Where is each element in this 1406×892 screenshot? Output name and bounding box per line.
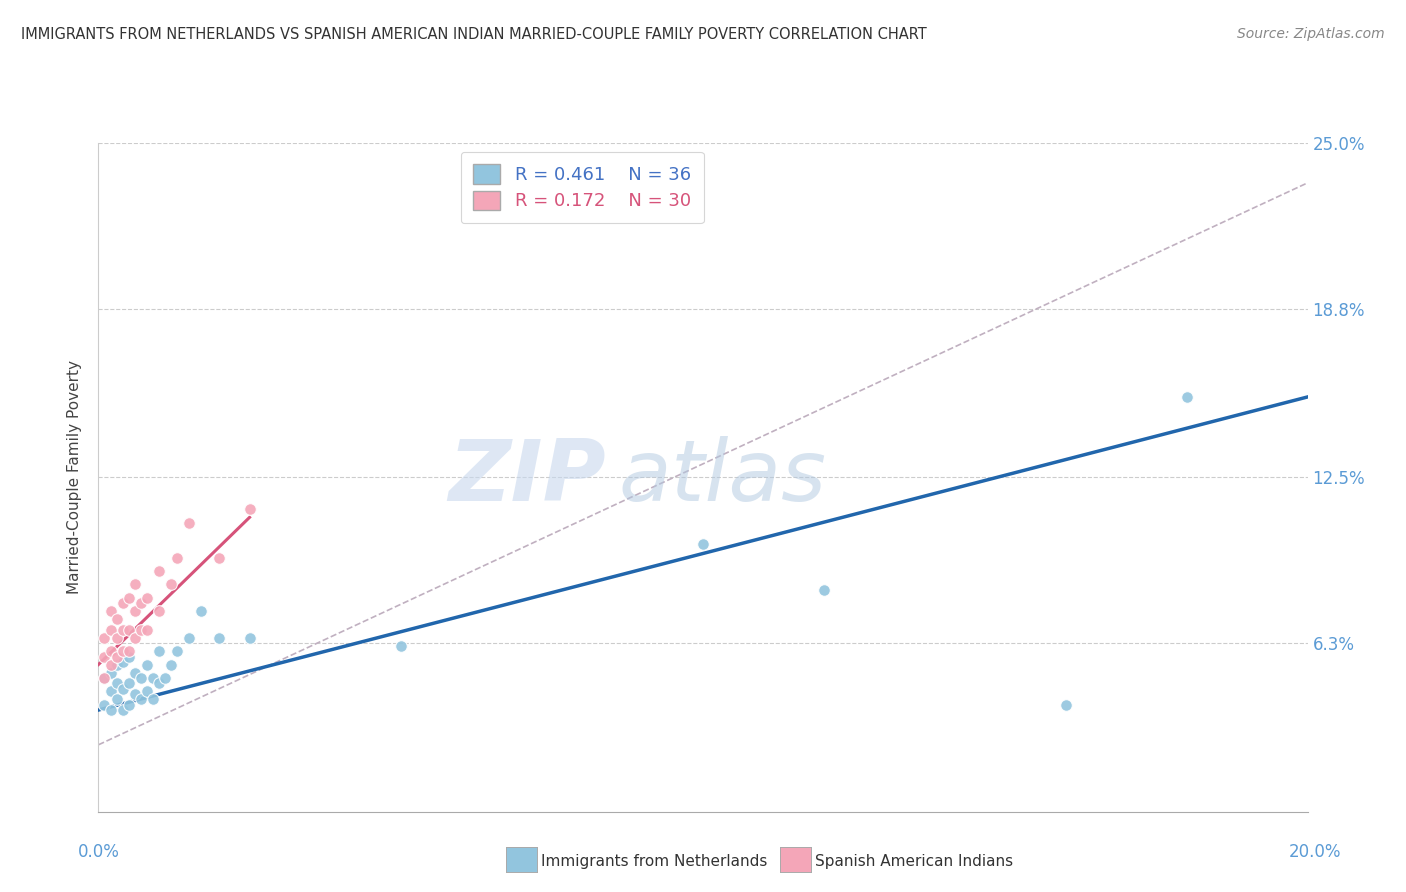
Point [118, 698, 141, 712]
Point [111, 655, 134, 669]
Point [153, 671, 176, 685]
Point [111, 703, 134, 717]
Point [1054, 698, 1077, 712]
Point [105, 612, 128, 626]
Point [100, 657, 122, 672]
Point [142, 692, 165, 706]
Text: 20.0%: 20.0% [1288, 843, 1341, 861]
Point [148, 644, 170, 658]
Point [111, 623, 134, 637]
Point [124, 604, 146, 618]
Y-axis label: Married-Couple Family Poverty: Married-Couple Family Poverty [67, 360, 83, 594]
Text: Immigrants from Netherlands: Immigrants from Netherlands [541, 855, 768, 869]
Point [389, 639, 412, 653]
Point [129, 623, 152, 637]
Point [124, 665, 146, 680]
Point [118, 649, 141, 664]
Point [1175, 390, 1198, 404]
Point [105, 692, 128, 706]
Point [111, 644, 134, 658]
Point [124, 687, 146, 701]
Point [100, 684, 122, 698]
Point [93, 649, 115, 664]
Text: atlas: atlas [619, 435, 827, 519]
Point [692, 537, 714, 551]
Point [93, 671, 115, 685]
Point [166, 550, 188, 565]
Point [148, 604, 170, 618]
Point [100, 644, 122, 658]
Point [179, 631, 201, 645]
Point [100, 623, 122, 637]
Point [135, 684, 157, 698]
Point [129, 692, 152, 706]
Point [105, 657, 128, 672]
Point [105, 631, 128, 645]
Point [111, 596, 134, 610]
Point [135, 591, 157, 605]
Point [93, 631, 115, 645]
Point [813, 582, 835, 597]
Point [148, 676, 170, 690]
Point [118, 591, 141, 605]
Point [160, 657, 183, 672]
Point [160, 577, 183, 591]
Point [179, 516, 201, 530]
Point [148, 564, 170, 578]
Text: IMMIGRANTS FROM NETHERLANDS VS SPANISH AMERICAN INDIAN MARRIED-COUPLE FAMILY POV: IMMIGRANTS FROM NETHERLANDS VS SPANISH A… [21, 27, 927, 42]
Text: 0.0%: 0.0% [77, 843, 120, 861]
Point [135, 657, 157, 672]
Point [142, 671, 165, 685]
Point [124, 631, 146, 645]
Point [118, 623, 141, 637]
Point [239, 631, 262, 645]
Point [190, 604, 212, 618]
Point [208, 631, 231, 645]
Point [135, 623, 157, 637]
Point [166, 644, 188, 658]
Point [93, 671, 115, 685]
Point [111, 681, 134, 696]
Legend: R = 0.461    N = 36, R = 0.172    N = 30: R = 0.461 N = 36, R = 0.172 N = 30 [461, 152, 703, 223]
Point [100, 604, 122, 618]
Text: Source: ZipAtlas.com: Source: ZipAtlas.com [1237, 27, 1385, 41]
Point [118, 676, 141, 690]
Point [124, 577, 146, 591]
Text: Spanish American Indians: Spanish American Indians [815, 855, 1014, 869]
Point [105, 649, 128, 664]
Text: ZIP: ZIP [449, 435, 606, 519]
Point [105, 676, 128, 690]
Point [129, 596, 152, 610]
Point [100, 665, 122, 680]
Point [100, 703, 122, 717]
Point [118, 644, 141, 658]
Point [93, 698, 115, 712]
Point [208, 550, 231, 565]
Point [129, 671, 152, 685]
Point [239, 502, 262, 516]
